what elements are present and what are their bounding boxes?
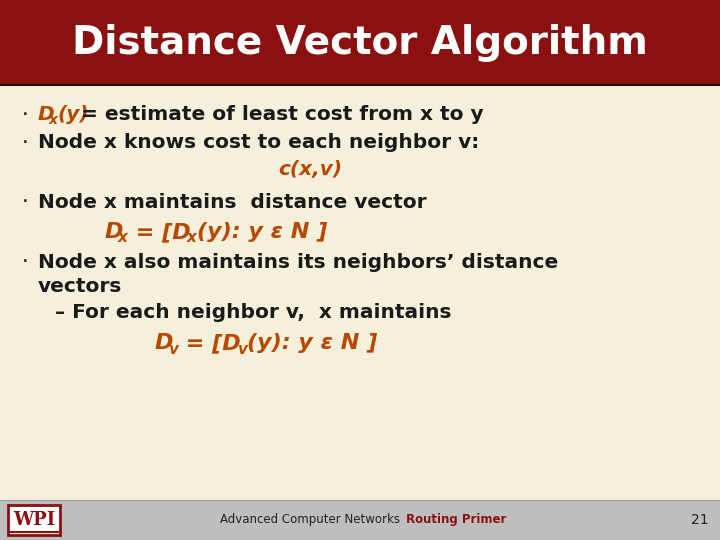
Text: = estimate of least cost from x to y: = estimate of least cost from x to y bbox=[81, 105, 484, 125]
Text: 21: 21 bbox=[691, 513, 708, 527]
Text: ·: · bbox=[22, 133, 29, 153]
Text: ·: · bbox=[22, 105, 29, 125]
Text: Node x knows cost to each neighbor v:: Node x knows cost to each neighbor v: bbox=[38, 133, 480, 152]
Text: (y): (y) bbox=[57, 105, 89, 125]
Bar bbox=[0, 500, 720, 540]
Text: Node x also maintains its neighbors’ distance: Node x also maintains its neighbors’ dis… bbox=[38, 253, 558, 272]
Text: v: v bbox=[237, 341, 247, 356]
Text: = [D: = [D bbox=[128, 222, 191, 242]
Text: D: D bbox=[155, 333, 174, 353]
Text: v: v bbox=[168, 341, 178, 356]
Text: (y): y ε N ]: (y): y ε N ] bbox=[197, 222, 328, 242]
Text: c(x,v): c(x,v) bbox=[278, 160, 342, 179]
Text: x: x bbox=[49, 113, 58, 127]
Text: vectors: vectors bbox=[38, 276, 122, 295]
Text: D: D bbox=[38, 105, 55, 125]
Text: x: x bbox=[118, 231, 128, 246]
Text: ·: · bbox=[22, 252, 29, 272]
Text: WPI: WPI bbox=[13, 511, 55, 529]
Text: Distance Vector Algorithm: Distance Vector Algorithm bbox=[72, 24, 648, 62]
Bar bbox=[0, 0, 720, 85]
Text: Advanced Computer Networks: Advanced Computer Networks bbox=[220, 514, 400, 526]
Text: D: D bbox=[105, 222, 124, 242]
Text: = [D: = [D bbox=[178, 333, 240, 353]
Text: x: x bbox=[187, 231, 197, 246]
Text: (y): y ε N ]: (y): y ε N ] bbox=[247, 333, 377, 353]
Text: – For each neighbor v,  x maintains: – For each neighbor v, x maintains bbox=[55, 302, 451, 321]
Text: Routing Primer: Routing Primer bbox=[406, 514, 506, 526]
Text: Node x maintains  distance vector: Node x maintains distance vector bbox=[38, 192, 427, 212]
Text: ·: · bbox=[22, 192, 29, 212]
Bar bbox=[8, 505, 60, 535]
